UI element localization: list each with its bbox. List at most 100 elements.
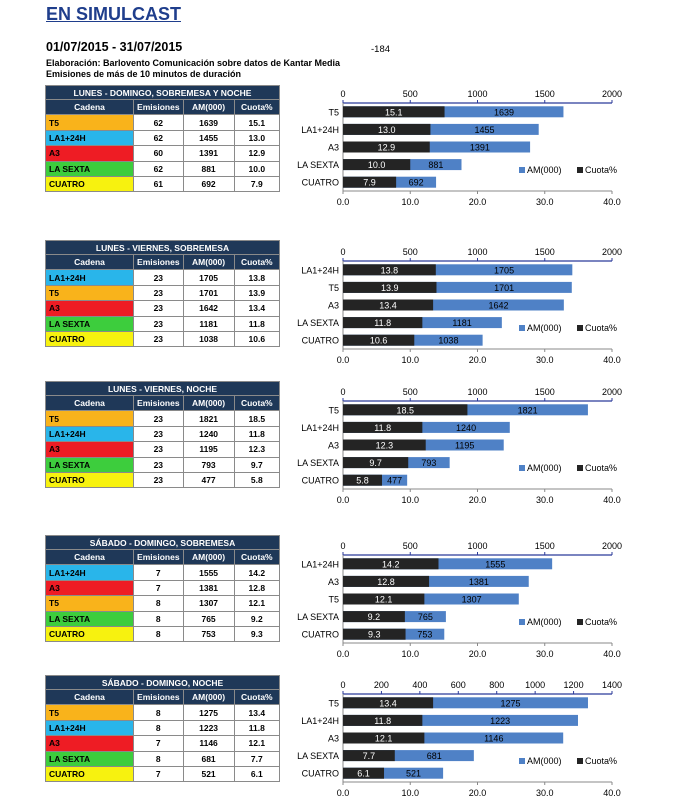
legend-swatch-cuota (577, 325, 583, 331)
am-label: 1555 (485, 559, 505, 569)
cuota-bar (343, 767, 385, 779)
category-label: LA SEXTA (297, 458, 339, 468)
am-cell: 1146 (182, 735, 235, 752)
am-label: 1307 (462, 595, 482, 605)
am-bar (343, 123, 539, 135)
am-label: 1181 (452, 318, 471, 328)
cuota-bar (343, 123, 431, 135)
channel-cell: A3 (44, 145, 135, 162)
am-label: 1381 (469, 577, 489, 587)
cuota-cell: 13.9 (233, 284, 281, 302)
bottom-tick-label: 40.0 (603, 788, 621, 798)
am-cell: 753 (182, 625, 235, 643)
cuota-bar (343, 732, 425, 744)
cuota-bar (343, 159, 411, 171)
emisiones-cell: 23 (133, 315, 184, 332)
channel-cell: LA1+24H (44, 129, 135, 147)
category-label: LA1+24H (301, 125, 339, 135)
legend-am: AM(000) (527, 463, 562, 473)
top-tick-label: 1000 (467, 387, 487, 397)
cuota-label: 13.8 (381, 265, 399, 275)
am-bar (343, 141, 531, 153)
legend-swatch-am (519, 465, 525, 471)
am-label: 1701 (494, 283, 514, 293)
cuota-label: 9.2 (368, 612, 381, 622)
bar-chart-3: 0 500 1000 1500 2000 0.0 10.0 20.0 30.0 40.0 18.5 1… (297, 387, 622, 505)
bottom-tick-label: 30.0 (536, 197, 554, 207)
top-tick-label: 1400 (602, 680, 622, 690)
am-label: 765 (418, 612, 433, 622)
channel-cell: A3 (44, 300, 135, 317)
top-tick-label: 500 (403, 247, 418, 257)
column-header: Cadena (44, 394, 135, 412)
column-header: Cadena (44, 548, 135, 566)
category-label: CUATRO (302, 178, 339, 188)
cuota-label: 12.8 (377, 577, 395, 587)
top-tick-label: 0 (340, 680, 345, 690)
channel-cell: T5 (44, 595, 135, 612)
table-row: LA SEXTA 8 681 7.7 (44, 750, 281, 767)
category-label: A3 (328, 441, 339, 451)
table-row: LA1+24H 8 1223 11.8 (44, 719, 281, 737)
channel-cell: CUATRO (44, 175, 135, 193)
am-label: 477 (387, 476, 402, 486)
table-row: T5 8 1307 12.1 (44, 595, 281, 612)
category-label: CUATRO (302, 336, 339, 346)
cuota-cell: 12.8 (233, 579, 281, 597)
am-label: 1240 (456, 423, 476, 433)
table-title: LUNES - VIERNES, SOBREMESA (45, 240, 280, 255)
am-bar (343, 767, 444, 779)
channel-cell: LA1+24H (44, 269, 135, 286)
cuota-cell: 7.9 (233, 175, 281, 193)
am-cell: 1307 (182, 595, 235, 612)
bottom-tick-label: 40.0 (603, 495, 621, 505)
ranking-table-3: LUNES - VIERNES, NOCHE Cadena Emisiones AM(… (44, 381, 281, 489)
emisiones-cell: 62 (133, 114, 184, 131)
table-row: A3 60 1391 12.9 (44, 145, 281, 162)
cuota-cell: 9.3 (233, 625, 281, 643)
am-cell: 1705 (182, 269, 235, 286)
am-bar (343, 732, 564, 744)
table-title: SÁBADO - DOMINGO, NOCHE (45, 675, 280, 690)
top-tick-label: 2000 (602, 387, 622, 397)
top-tick-label: 1500 (535, 541, 555, 551)
am-bar (343, 106, 564, 118)
cuota-cell: 12.1 (233, 595, 281, 612)
top-tick-label: 0 (340, 247, 345, 257)
column-header: Emisiones (133, 394, 184, 412)
emisiones-cell: 7 (133, 735, 184, 752)
am-cell: 1275 (182, 704, 235, 721)
am-label: 1705 (494, 265, 514, 275)
table-row: CUATRO 8 753 9.3 (44, 625, 281, 643)
am-label: 1038 (438, 336, 458, 346)
table-row: LA1+24H 62 1455 13.0 (44, 129, 281, 147)
column-header: AM(000) (182, 394, 235, 412)
emisiones-cell: 8 (133, 750, 184, 767)
channel-cell: LA1+24H (44, 564, 135, 581)
am-cell: 1701 (182, 284, 235, 302)
emisiones-cell: 7 (133, 564, 184, 581)
am-cell: 1223 (182, 719, 235, 737)
bottom-tick-label: 0.0 (337, 197, 350, 207)
legend-cuota: Cuota% (585, 463, 617, 473)
table-row: A3 23 1642 13.4 (44, 300, 281, 317)
am-bar (343, 750, 474, 762)
cuota-bar (343, 628, 406, 640)
top-tick-label: 1000 (467, 89, 487, 99)
emisiones-cell: 23 (133, 284, 184, 302)
cuota-label: 18.5 (396, 405, 414, 415)
cuota-cell: 5.8 (233, 471, 281, 489)
category-label: T5 (328, 405, 339, 415)
am-label: 681 (427, 751, 442, 761)
category-label: A3 (328, 143, 339, 153)
cuota-cell: 15.1 (233, 114, 281, 131)
table-row: LA SEXTA 62 881 10.0 (44, 160, 281, 177)
channel-cell: A3 (44, 441, 135, 458)
am-label: 1195 (455, 441, 474, 451)
cuota-bar (343, 474, 383, 486)
bottom-tick-label: 0.0 (337, 495, 350, 505)
am-label: 1821 (518, 405, 538, 415)
table-row: CUATRO 23 477 5.8 (44, 471, 281, 489)
top-tick-label: 2000 (602, 247, 622, 257)
cuota-cell: 6.1 (233, 765, 281, 783)
